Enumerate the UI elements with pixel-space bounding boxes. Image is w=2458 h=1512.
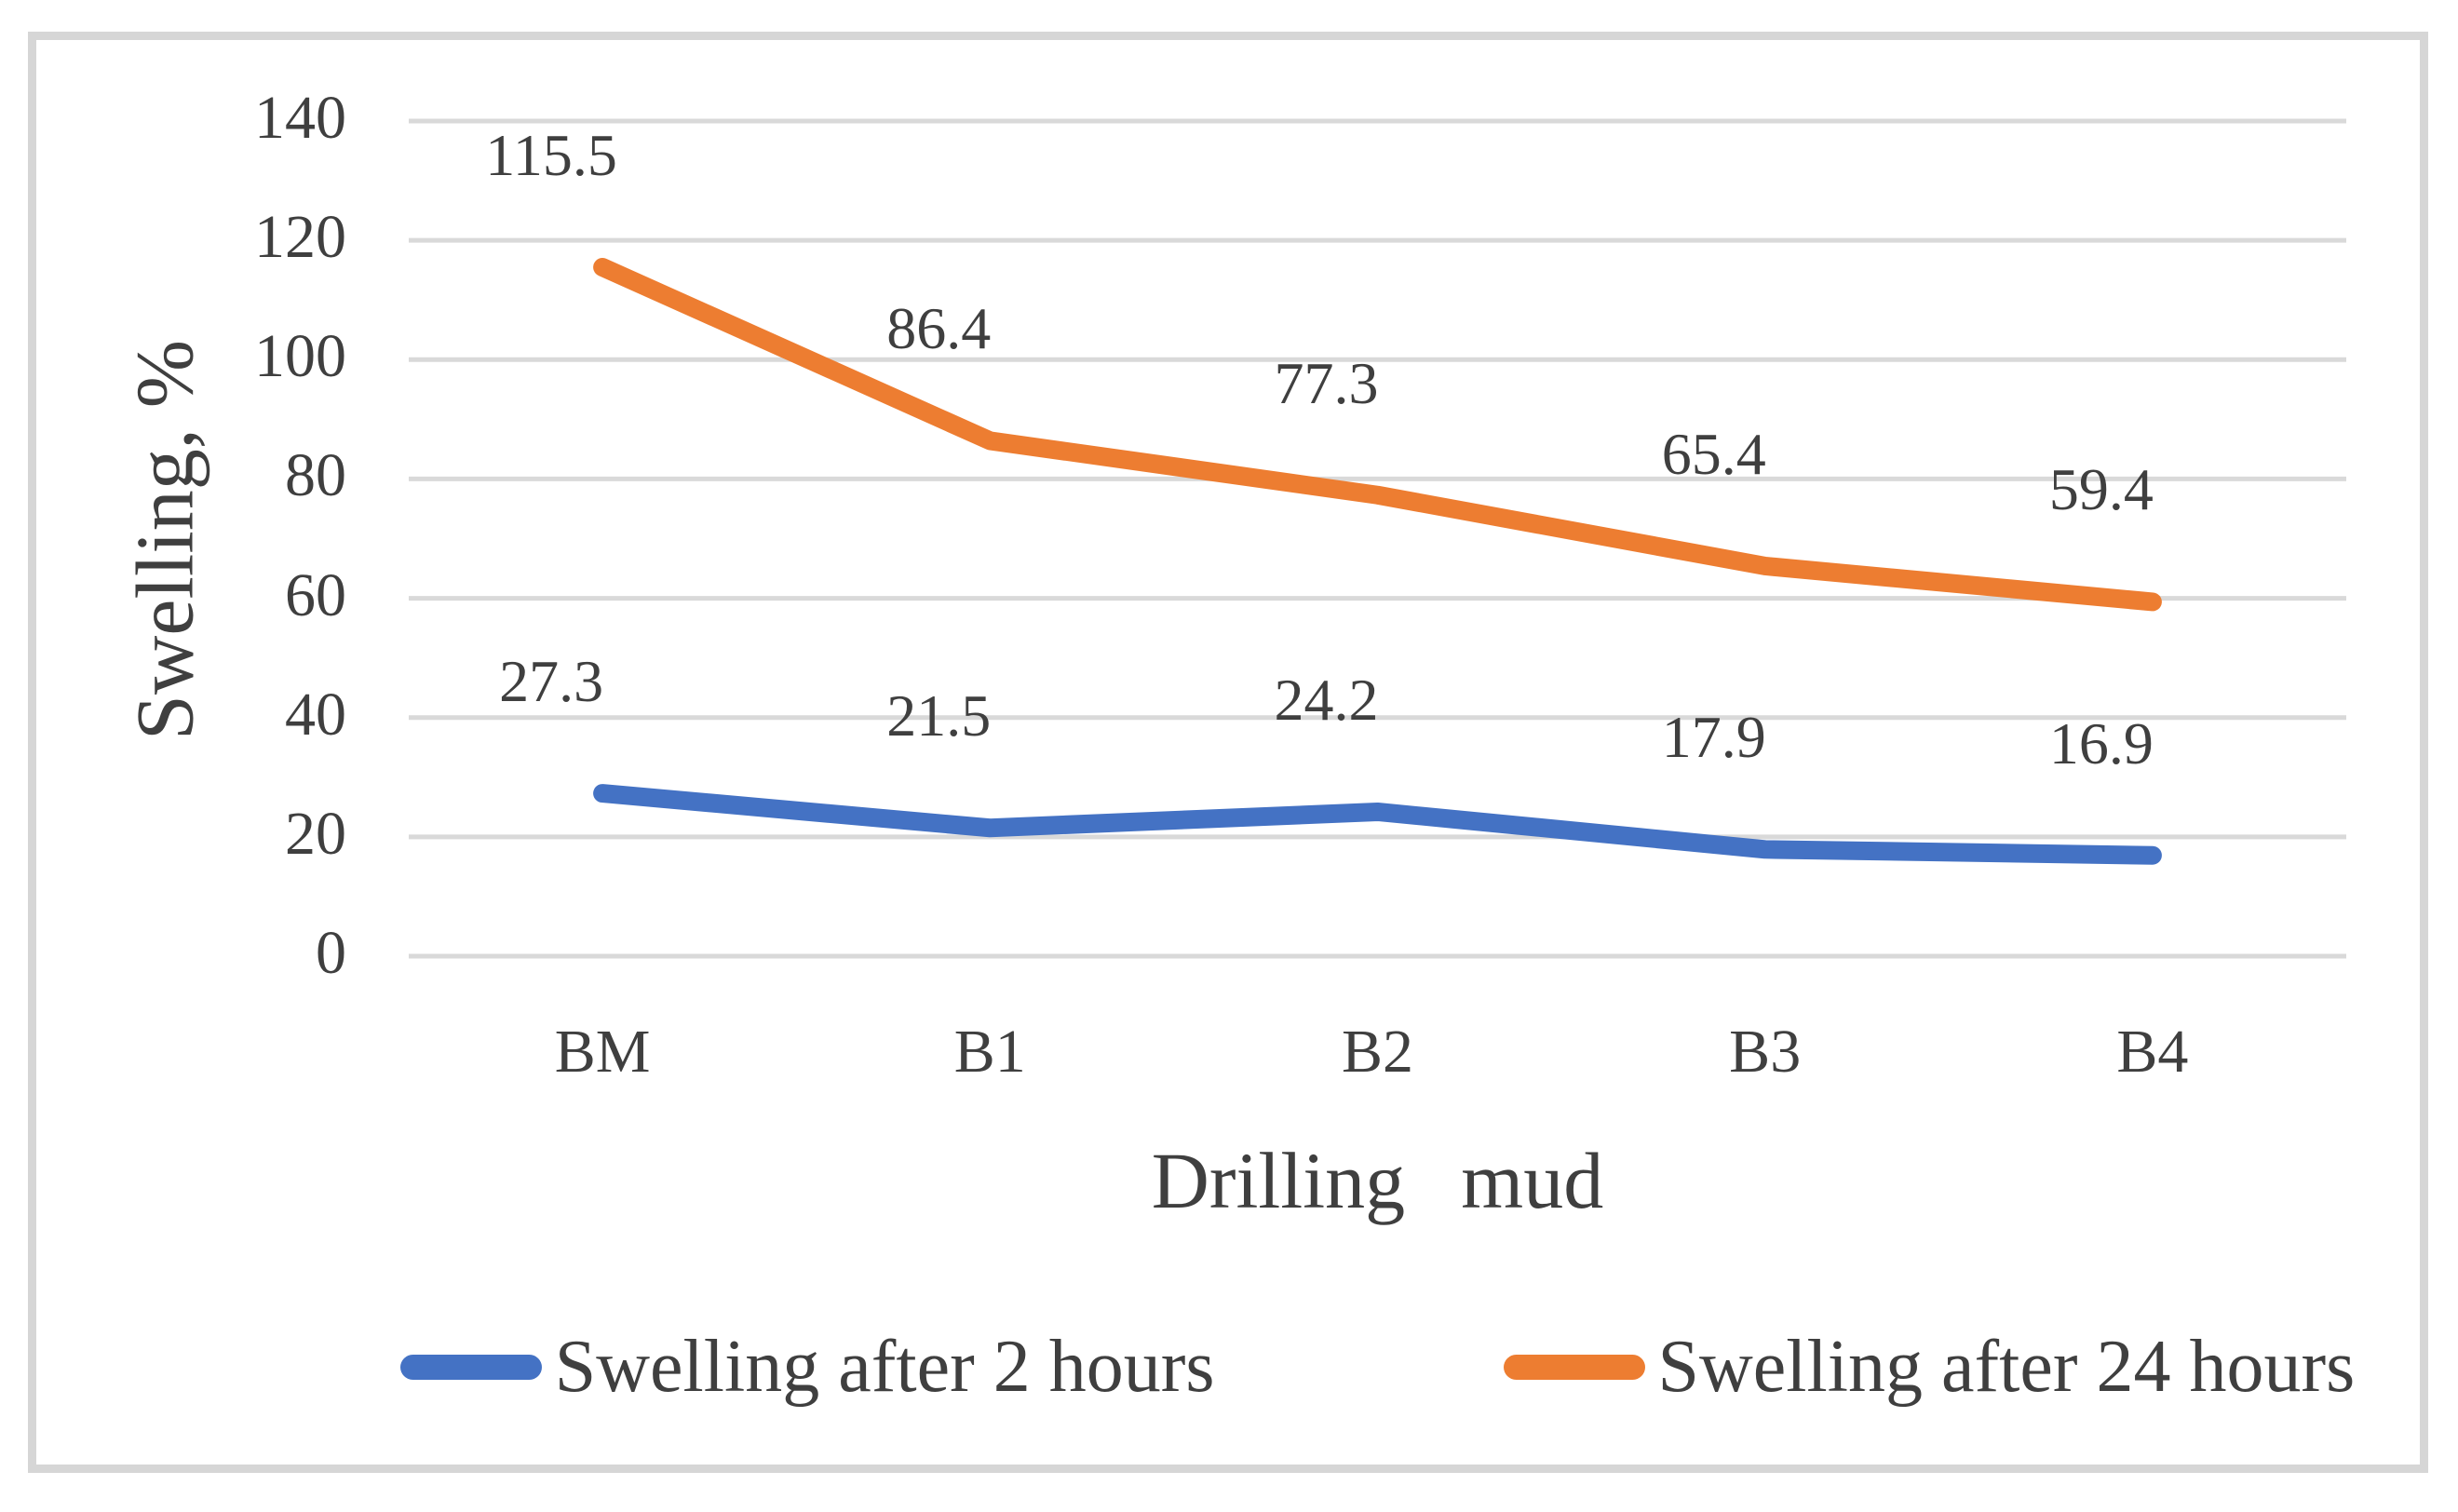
x-tick-label: B3 — [1729, 1018, 1802, 1086]
legend-item-swelling-after-2-hours: Swelling after 2 hours — [399, 1325, 1215, 1410]
legend-item-swelling-after-24-hours: Swelling after 24 hours — [1503, 1325, 2356, 1410]
legend-label: Swelling after 24 hours — [1657, 1325, 2356, 1408]
data-label-swelling-after-2-hours-b1: 21.5 — [886, 682, 992, 749]
x-tick-label: B1 — [953, 1018, 1026, 1086]
legend: Swelling after 2 hours Swelling after 24 … — [399, 1320, 2355, 1413]
data-label-swelling-after-2-hours-b4: 16.9 — [2048, 709, 2154, 776]
y-tick-label: 20 — [285, 799, 346, 868]
data-label-swelling-after-24-hours-bm: 115.5 — [485, 121, 617, 188]
x-tick-label: B2 — [1341, 1018, 1414, 1086]
data-label-swelling-after-2-hours-b3: 17.9 — [1661, 704, 1766, 771]
y-tick-label: 120 — [254, 203, 346, 272]
series-line-swelling-after-2-hours — [593, 784, 2162, 865]
data-label-swelling-after-2-hours-bm: 27.3 — [499, 648, 604, 715]
y-tick-label: 100 — [254, 322, 346, 391]
legend-line-marker — [1503, 1354, 1645, 1380]
figure-border — [28, 32, 2428, 1473]
legend-line-marker — [399, 1354, 542, 1380]
legend-label: Swelling after 2 hours — [554, 1325, 1215, 1408]
x-tick-label: B4 — [2116, 1018, 2189, 1086]
data-label-swelling-after-24-hours-b4: 59.4 — [2048, 456, 2154, 523]
x-tick-label: BM — [554, 1018, 651, 1086]
y-tick-label: 60 — [285, 560, 346, 629]
series-line-swelling-after-24-hours — [593, 257, 2162, 612]
y-tick-label: 140 — [254, 83, 346, 152]
y-tick-label: 0 — [316, 918, 346, 987]
y-axis-title: Swelling, % — [120, 339, 211, 741]
data-label-swelling-after-24-hours-b1: 86.4 — [886, 295, 992, 362]
x-axis-title: Drilling mud — [1151, 1136, 1604, 1225]
data-label-swelling-after-24-hours-b2: 77.3 — [1274, 349, 1379, 416]
y-tick-label: 40 — [285, 680, 346, 749]
data-label-swelling-after-24-hours-b3: 65.4 — [1661, 420, 1766, 487]
y-tick-label: 80 — [285, 441, 346, 510]
data-label-swelling-after-2-hours-b2: 24.2 — [1274, 666, 1379, 733]
